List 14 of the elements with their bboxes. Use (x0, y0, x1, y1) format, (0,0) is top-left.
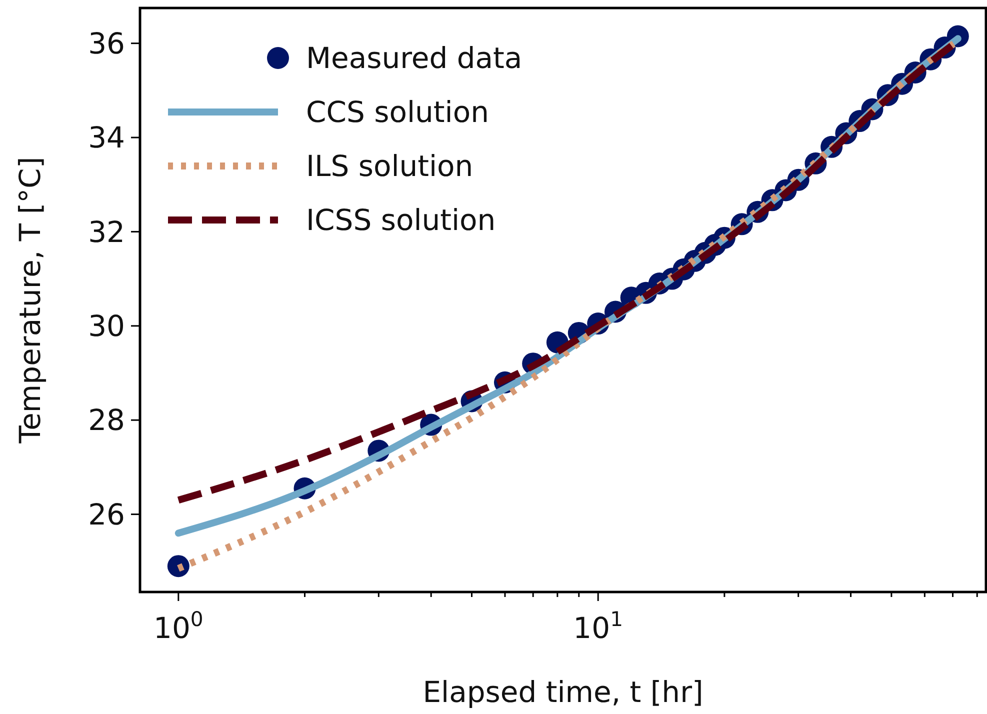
y-tick-label: 28 (88, 403, 125, 438)
y-tick-label: 30 (88, 309, 125, 344)
x-tick-label: 10$^{0}$ (154, 607, 204, 645)
x-tick-label: 10$^{1}$ (573, 607, 623, 645)
legend-label: CCS solution (306, 95, 489, 130)
y-tick-label: 32 (88, 214, 125, 249)
x-axis-title: Elapsed time, t [hr] (422, 675, 704, 709)
legend-label: ILS solution (306, 149, 474, 184)
y-tick-label: 26 (88, 497, 125, 532)
legend-label: Measured data (306, 41, 522, 76)
y-tick-label: 36 (88, 26, 125, 60)
legend-label: ICSS solution (306, 203, 496, 238)
y-tick-label: 34 (88, 120, 125, 155)
y-axis-title: Temperature, T [°C] (13, 156, 47, 444)
